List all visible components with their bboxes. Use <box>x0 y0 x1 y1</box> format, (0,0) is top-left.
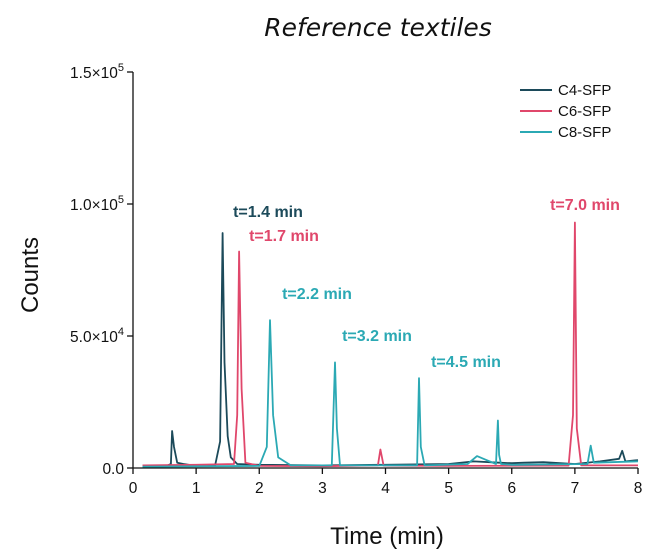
plot-area: 0 1 2 3 4 5 6 7 80.05.0×1041.0×1051.5×105C4-SFPC… <box>70 62 642 497</box>
peak-annotation: t=7.0 min <box>550 197 620 214</box>
y-tick-label-base: 1.5×10 <box>70 65 118 82</box>
x-tick-label: 6 <box>507 480 516 497</box>
y-tick-label: 1.5×105 <box>70 62 124 82</box>
x-tick-label: 4 <box>381 480 390 497</box>
legend-label-c6-sfp: C6-SFP <box>558 103 611 120</box>
x-tick-label: 5 <box>444 480 453 497</box>
legend-label-c8-sfp: C8-SFP <box>558 124 611 141</box>
y-tick-label: 0.0 <box>102 461 124 478</box>
peak-annotation: t=3.2 min <box>342 328 412 345</box>
y-tick-label-base: 0.0 <box>102 461 124 478</box>
legend-label-c4-sfp: C4-SFP <box>558 82 611 99</box>
series-line-c4-sfp <box>142 232 639 467</box>
y-tick-label-base: 5.0×10 <box>70 329 118 346</box>
series-line-c8-sfp <box>142 319 639 468</box>
y-tick-label-exponent: 5 <box>118 194 124 206</box>
y-tick-label-exponent: 4 <box>118 326 124 338</box>
x-tick-label: 8 <box>634 480 643 497</box>
peak-annotation: t=1.4 min <box>233 204 303 221</box>
y-tick-label: 5.0×104 <box>70 326 124 346</box>
x-tick-label: 2 <box>255 480 264 497</box>
x-tick-label: 1 <box>192 480 201 497</box>
x-tick-label: 0 <box>129 480 138 497</box>
x-axis-label: Time (min) <box>330 523 444 550</box>
y-tick-label-exponent: 5 <box>118 62 124 74</box>
y-tick-label-base: 1.0×10 <box>70 197 118 214</box>
y-tick-label: 1.0×105 <box>70 194 124 214</box>
x-tick-label: 7 <box>571 480 580 497</box>
y-axis-label: Counts <box>17 237 44 313</box>
peak-annotation: t=1.7 min <box>249 228 319 245</box>
x-tick-label: 3 <box>318 480 327 497</box>
peak-annotation: t=2.2 min <box>282 286 352 303</box>
chart-title: Reference textiles <box>264 13 492 42</box>
peak-annotation: t=4.5 min <box>431 354 501 371</box>
